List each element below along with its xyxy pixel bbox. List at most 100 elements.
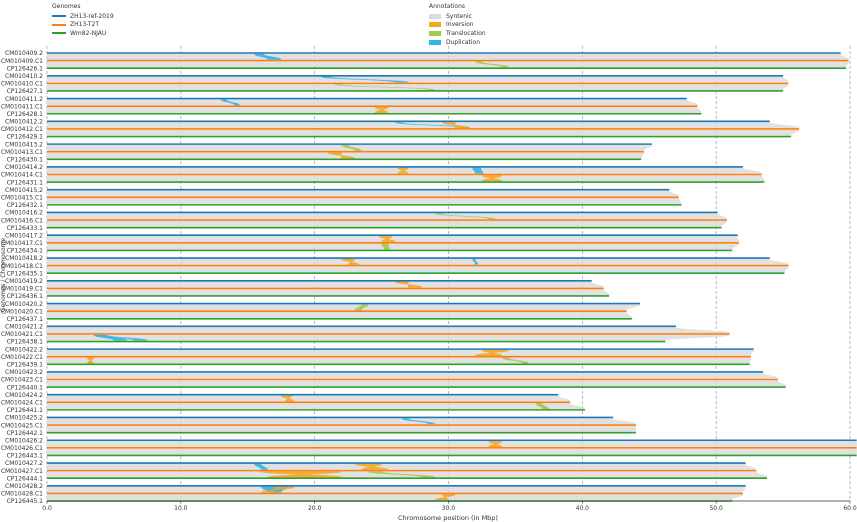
chromosome-label-CM010418.2: CM010418.2 [5,255,43,262]
duplication-ribbon-2-0 [220,99,240,106]
legend-swatch [429,39,441,45]
chromosome-label-CM010421.2: CM010421.2 [5,324,43,331]
duplication-ribbon-3-0 [394,122,471,129]
chromosome-label-CM010423.C1: CM010423.C1 [1,377,43,384]
x-axis: 0.0 10.0 20.0 30.0 40.0 50.0 60.0 [42,500,857,512]
synteny-ribbon-15-0 [46,395,571,402]
chromosome-label-CP126426.1: CP126426.1 [7,65,44,72]
chromosome-label-CP126439.1: CP126439.1 [7,362,44,369]
chromosome-label-CP126442.1: CP126442.1 [7,430,44,437]
legend-item-genome-2: ZH13-T2T [52,21,114,30]
synteny-ribbon-0-0 [46,53,849,60]
inversion-ribbon-13-0 [86,357,94,364]
synteny-ribbon-14-0 [46,372,778,379]
inversion-ribbon-13-1 [475,349,509,356]
inversion-ribbon-18-2 [260,471,342,478]
synteny-ribbon-12-1 [46,334,730,341]
chromosome-label-CM010410.2: CM010410.2 [5,73,43,80]
chromosome-label-CM010424.C1: CM010424.C1 [1,399,43,406]
chromosome-label-CM010423.2: CM010423.2 [5,369,43,376]
chromosome-label-CP126433.1: CP126433.1 [7,225,44,232]
inversion-ribbon-10-0 [394,281,422,288]
translocation-ribbon-0-1 [475,61,509,68]
chromosome-label-CM010411.2: CM010411.2 [5,96,43,103]
chromosome-label-CM010420.2: CM010420.2 [5,301,43,308]
synteny-ribbon-15-1 [46,403,586,410]
synteny-ribbon-2-0 [46,99,698,106]
y-axis-label: Genomes / Chromosome [0,238,7,312]
synteny-ribbon-5-1 [46,175,765,182]
chromosome-label-CP126428.1: CP126428.1 [7,111,44,118]
chromosome-label-CM010414.C1: CM010414.C1 [1,172,43,179]
chromosome-label-CM010422.C1: CM010422.C1 [1,354,43,361]
synteny-ribbon-16-1 [46,425,637,432]
genomes-legend-title: Genomes [52,3,81,10]
translocation-ribbon-18-3 [368,471,436,478]
chromosome-label-CP126440.1: CP126440.1 [7,384,44,391]
synteny-ribbon-7-0 [46,213,728,220]
annotation-ribbons [86,53,550,501]
chromosome-label-CM010424.2: CM010424.2 [5,392,43,399]
inversion-ribbon-15-0 [281,395,295,402]
duplication-ribbon-12-1 [93,334,128,341]
x-tick-label-5: 50.0 [709,505,723,512]
chromosome-labels: CM010409.2CM010409.C1CP126426.1CM010410.… [1,50,43,505]
chromosome-label-CM010415.2: CM010415.2 [5,187,43,194]
legend-label: ZH13-T2T [70,21,100,29]
synteny-ribbon-11-0 [46,304,641,311]
synteny-ribbon-3-0 [46,122,800,129]
inversion-ribbon-19-2 [434,494,456,501]
synteny-ribbon-2-1 [46,107,702,113]
chromosome-label-CP126438.1: CP126438.1 [7,339,44,346]
synteny-ribbon-1-0 [46,76,789,83]
chromosome-label-CM010419.C1: CM010419.C1 [1,286,43,293]
legend-item-syntenic: Syntenic [429,12,486,21]
chromosome-label-CM010409.C1: CM010409.C1 [1,58,43,65]
synteny-ribbon-19-0 [46,486,746,493]
synteny-ribbon-8-0 [46,236,740,242]
chromosome-label-CP126430.1: CP126430.1 [7,157,44,164]
legend-swatch [52,32,66,35]
synteny-ribbon-3-1 [46,129,800,136]
chromosome-label-CM010418.C1: CM010418.C1 [1,263,43,270]
inversion-ribbon-8-0 [378,236,396,242]
chromosome-label-CP126429.1: CP126429.1 [7,134,44,141]
legend-item-inversion: Inversion [429,21,486,30]
synteny-ribbon-13-1 [46,357,752,364]
synteny-ribbon-9-0 [46,258,789,265]
chromosome-label-CM010420.C1: CM010420.C1 [1,308,43,315]
chromosome-label-CM010425.C1: CM010425.C1 [1,422,43,429]
translocation-ribbon-1-1 [334,84,436,91]
chromosome-label-CP126435.1: CP126435.1 [7,270,44,277]
legend-label: Translocation [446,29,486,37]
synteny-ribbon-1-1 [46,84,789,91]
chromosome-label-CM010426.C1: CM010426.C1 [1,445,43,452]
chromosome-label-CM010417.C1: CM010417.C1 [1,240,43,247]
inversion-ribbon-4-0 [327,152,355,159]
legend-swatch [52,23,66,26]
chromosome-label-CP126434.1: CP126434.1 [7,248,44,255]
legend-item-genome-3: Wm82-NJAU [52,29,114,38]
chromosome-label-CP126444.1: CP126444.1 [7,475,44,482]
legend-item-genome-1: ZH13-ref-2019 [52,12,114,21]
translocation-ribbon-15-1 [535,403,550,410]
duplication-ribbon-1-0 [321,76,409,83]
chromosome-label-CM010413.2: CM010413.2 [5,141,43,148]
chromosome-label-CP126445.1: CP126445.1 [7,498,44,505]
synteny-ribbon-17-0 [46,441,857,447]
synteny-ribbon-14-1 [46,380,786,387]
synteny-ribbon-8-1 [46,243,740,250]
synteny-ribbon-4-1 [46,152,645,159]
chromosome-label-CM010417.2: CM010417.2 [5,232,43,239]
chromosome-label-CM010409.2: CM010409.2 [5,50,43,57]
chromosome-label-CM010416.2: CM010416.2 [5,210,43,217]
synteny-ribbon-6-0 [46,190,679,197]
x-tick-label-6: 60.0 [843,505,857,512]
chromosome-label-CP126432.1: CP126432.1 [7,202,44,209]
legend-label: Inversion [446,21,474,29]
legend-swatch [52,15,66,18]
chromosome-label-CM010412.2: CM010412.2 [5,119,43,126]
synteny-ribbon-0-1 [46,61,849,68]
synteny-ribbon-11-1 [46,312,633,318]
